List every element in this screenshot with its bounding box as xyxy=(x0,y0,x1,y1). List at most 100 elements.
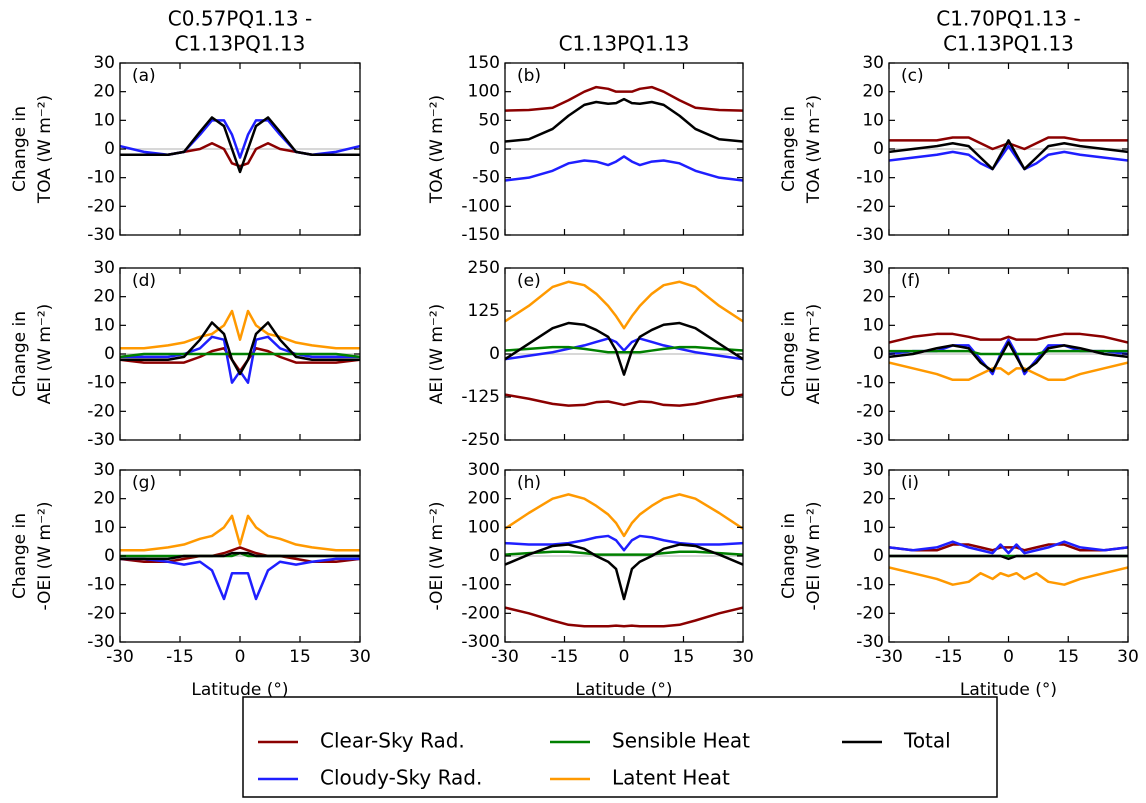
panel-label: (e) xyxy=(517,271,541,291)
series-line: Total xyxy=(505,321,743,376)
y-axis-title: Change in xyxy=(779,106,799,192)
y-tick-label: -100 xyxy=(461,575,500,595)
panel: Clear-Sky Rad.Cloudy-Sky Rad.Sensible He… xyxy=(779,258,1129,450)
series-line: Latent Heat xyxy=(120,309,360,350)
y-tick-label: 0 xyxy=(104,344,115,364)
y-tick-label: -30 xyxy=(856,225,884,245)
series-line: Total xyxy=(120,551,360,561)
series-line: Total xyxy=(505,543,743,601)
y-axis-title: Change in xyxy=(10,311,30,397)
y-tick-label: -10 xyxy=(87,575,115,595)
series-line: Latent Heat xyxy=(505,493,743,538)
y-tick-label: 250 xyxy=(468,258,500,278)
y-tick-label: 50 xyxy=(478,110,500,130)
y-tick-label: 200 xyxy=(468,489,500,509)
panel: Clear-Sky Rad.Cloudy-Sky Rad.Sensible He… xyxy=(779,460,1139,700)
y-tick-label: -30 xyxy=(87,225,115,245)
chart-title: C1.13PQ1.13 xyxy=(559,32,690,56)
legend-label: Latent Heat xyxy=(612,766,730,790)
x-tick-label: -15 xyxy=(935,647,963,667)
y-axis-title: -OEI (W m⁻²) xyxy=(427,502,447,611)
panel: Clear-Sky Rad.Cloudy-Sky Rad.Sensible He… xyxy=(427,258,744,450)
y-axis-title: TOA (W m⁻²) xyxy=(35,95,55,204)
y-tick-label: -10 xyxy=(87,373,115,393)
x-tick-label: -30 xyxy=(491,647,519,667)
y-tick-label: -20 xyxy=(856,401,884,421)
y-tick-label: -20 xyxy=(87,603,115,623)
series-line: Cloudy-Sky Rad. xyxy=(505,534,743,552)
y-tick-label: 0 xyxy=(873,546,884,566)
y-tick-label: 10 xyxy=(862,110,884,130)
series-line: Sensible Heat xyxy=(505,550,743,556)
series-line: Sensible Heat xyxy=(505,345,743,354)
series-line: Latent Heat xyxy=(505,280,743,330)
x-tick-label: -30 xyxy=(106,647,134,667)
legend: Clear-Sky Rad. Cloudy-Sky Rad. Sensible He… xyxy=(258,729,951,790)
y-tick-label: 20 xyxy=(862,82,884,102)
legend-box xyxy=(242,696,998,798)
legend-label: Total xyxy=(903,729,951,753)
series-line: Total xyxy=(889,139,1128,171)
y-axis-title: AEI (W m⁻²) xyxy=(427,304,447,405)
y-tick-label: -10 xyxy=(87,168,115,188)
y-tick-label: 300 xyxy=(468,460,500,480)
x-axis-title: Latitude (°) xyxy=(191,680,288,700)
panel: Clear-Sky Rad. Cloudy-Sky Rad. Total -150 -1… xyxy=(427,32,744,245)
panel-label: (g) xyxy=(132,473,156,493)
panel-label: (d) xyxy=(132,271,156,291)
x-tick-label: -15 xyxy=(551,647,579,667)
y-tick-label: 30 xyxy=(93,53,115,73)
y-tick-label: 0 xyxy=(104,139,115,159)
y-axis-title: Change in xyxy=(779,311,799,397)
y-tick-label: 30 xyxy=(93,460,115,480)
series-line: Total xyxy=(505,97,743,143)
y-tick-label: 10 xyxy=(93,315,115,335)
y-tick-label: 20 xyxy=(93,82,115,102)
panel: Clear-Sky Rad.Cloudy-Sky Rad.Total-30-20… xyxy=(10,7,361,245)
panel-label: (i) xyxy=(901,473,919,493)
y-tick-label: -50 xyxy=(472,168,500,188)
y-tick-label: 10 xyxy=(862,517,884,537)
panel-label: (b) xyxy=(517,66,541,86)
y-tick-label: 30 xyxy=(93,258,115,278)
y-tick-label: 0 xyxy=(489,344,500,364)
series-line: Clear-Sky Rad. xyxy=(120,546,360,563)
y-tick-label: -30 xyxy=(856,430,884,450)
x-axis-title: Latitude (°) xyxy=(960,680,1057,700)
y-tick-label: 10 xyxy=(862,315,884,335)
y-tick-label: -150 xyxy=(461,225,500,245)
y-tick-label: 0 xyxy=(489,546,500,566)
y-tick-label: -200 xyxy=(461,603,500,623)
series-line: Latent Heat xyxy=(889,361,1128,382)
y-tick-label: 20 xyxy=(862,287,884,307)
x-tick-label: 30 xyxy=(349,647,371,667)
x-tick-label: 0 xyxy=(1003,647,1014,667)
series-line: Total xyxy=(889,554,1128,561)
y-tick-label: 0 xyxy=(873,344,884,364)
y-tick-label: -10 xyxy=(856,373,884,393)
series-line: Cloudy-Sky Rad. xyxy=(505,155,743,182)
panel: Clear-Sky Rad.Cloudy-Sky Rad.Sensible He… xyxy=(10,460,371,700)
y-tick-label: 20 xyxy=(93,489,115,509)
y-tick-label: -125 xyxy=(461,387,500,407)
x-axis-title: Latitude (°) xyxy=(575,680,672,700)
y-axis-title: Change in xyxy=(779,513,799,599)
y-axis-title: -OEI (W m⁻²) xyxy=(35,502,55,611)
series-line: Total xyxy=(120,116,360,174)
series-line: Latent Heat xyxy=(889,566,1128,586)
y-tick-label: 100 xyxy=(468,82,500,102)
series-line: Total xyxy=(889,341,1128,373)
y-axis-title: AEI (W m⁻²) xyxy=(35,304,55,405)
y-tick-label: -300 xyxy=(461,632,500,652)
series-line: Sensible Heat xyxy=(120,352,360,359)
y-axis-title: AEI (W m⁻²) xyxy=(804,304,824,405)
series-line: Sensible Heat xyxy=(889,349,1128,356)
y-tick-label: 0 xyxy=(873,139,884,159)
y-tick-label: -20 xyxy=(87,196,115,216)
y-tick-label: 20 xyxy=(862,489,884,509)
x-tick-label: 30 xyxy=(1117,647,1139,667)
legend-label: Sensible Heat xyxy=(612,729,750,753)
y-tick-label: -10 xyxy=(856,575,884,595)
